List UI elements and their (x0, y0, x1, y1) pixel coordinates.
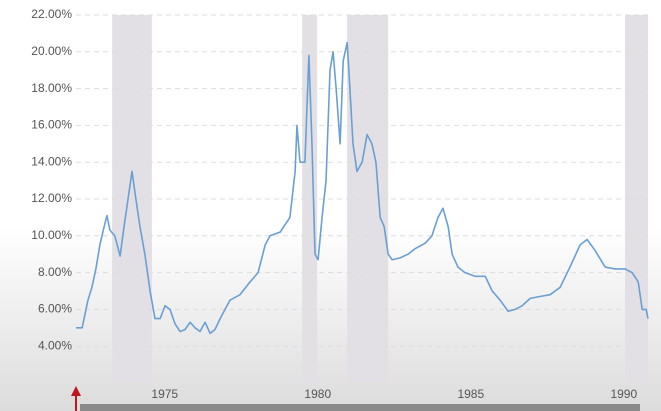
y-tick-label: 6.00% (38, 302, 72, 316)
rate-line (76, 41, 649, 335)
y-tick-label: 16.00% (31, 118, 72, 132)
x-tick-label: 1975 (151, 387, 178, 401)
y-tick-label: 22.00% (31, 7, 72, 21)
x-tick-label: 1980 (304, 387, 331, 401)
y-tick-label: 4.00% (38, 338, 72, 352)
recession-band (302, 15, 318, 383)
y-tick-label: 14.00% (31, 154, 72, 168)
y-tick-label: 10.00% (31, 228, 72, 242)
y-tick-label: 12.00% (31, 191, 72, 205)
y-tick-label: 8.00% (38, 265, 72, 279)
plot-layer: 4.00% 6.00% 8.00% 10.00% 12.00% 14.00% 16.00% 1… (31, 7, 651, 401)
x-tick-label: 1990 (610, 387, 637, 401)
y-tick-label: 20.00% (31, 44, 72, 58)
progress-bar (80, 404, 640, 411)
red-arrow (71, 386, 81, 411)
y-tick-label: 18.00% (31, 81, 72, 95)
x-tick-label: 1985 (457, 387, 484, 401)
